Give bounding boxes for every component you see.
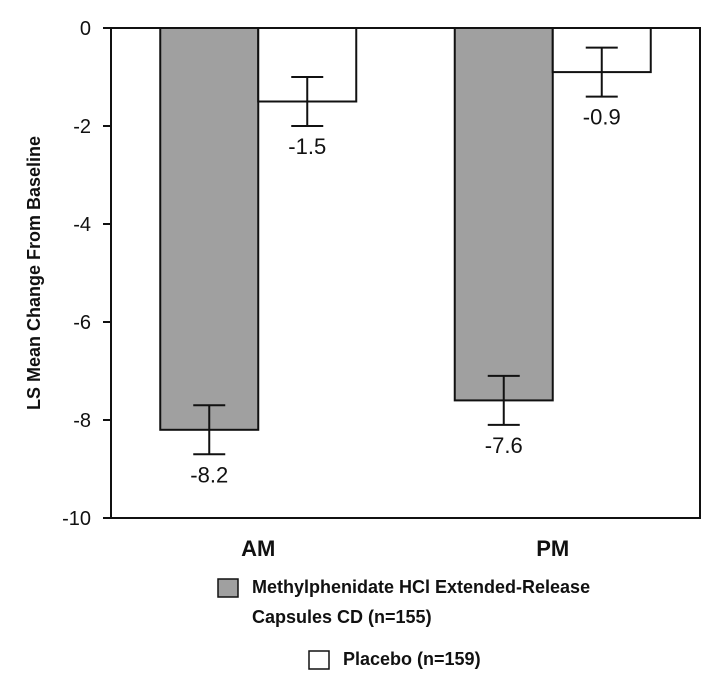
data-label: -8.2 — [190, 462, 228, 487]
legend-label: Methylphenidate HCl Extended-Release — [252, 577, 590, 597]
data-labels-layer: -8.2 -1.5 -7.6 -0.9 — [190, 105, 620, 488]
legend-label: Placebo (n=159) — [343, 649, 481, 669]
bar — [159, 27, 260, 431]
bar — [453, 27, 554, 402]
y-tick-label: -8 — [73, 410, 91, 432]
data-label: -0.9 — [583, 105, 621, 130]
y-tick-label: 0 — [80, 18, 91, 40]
y-tick-label: -2 — [73, 116, 91, 138]
category-label: AM — [241, 536, 275, 561]
plot-frame — [110, 27, 701, 519]
y-axis-ticks: 0 -2 -4 -6 -8 -10 — [62, 18, 111, 530]
category-label: PM — [536, 536, 569, 561]
legend-label: Capsules CD (n=155) — [252, 607, 432, 627]
bars-layer — [159, 27, 652, 431]
y-tick-label: -4 — [73, 214, 91, 236]
legend: Methylphenidate HCl Extended-Release Caps… — [217, 577, 590, 670]
legend-swatch — [308, 650, 330, 670]
error-bars-layer — [193, 46, 618, 456]
data-label: -1.5 — [288, 134, 326, 159]
y-axis-label: LS Mean Change From Baseline — [24, 136, 44, 410]
category-labels-layer: AM PM — [241, 536, 569, 561]
y-tick-label: -6 — [73, 312, 91, 334]
y-tick-label: -10 — [62, 508, 91, 530]
legend-swatch — [217, 578, 239, 598]
data-label: -7.6 — [485, 433, 523, 458]
